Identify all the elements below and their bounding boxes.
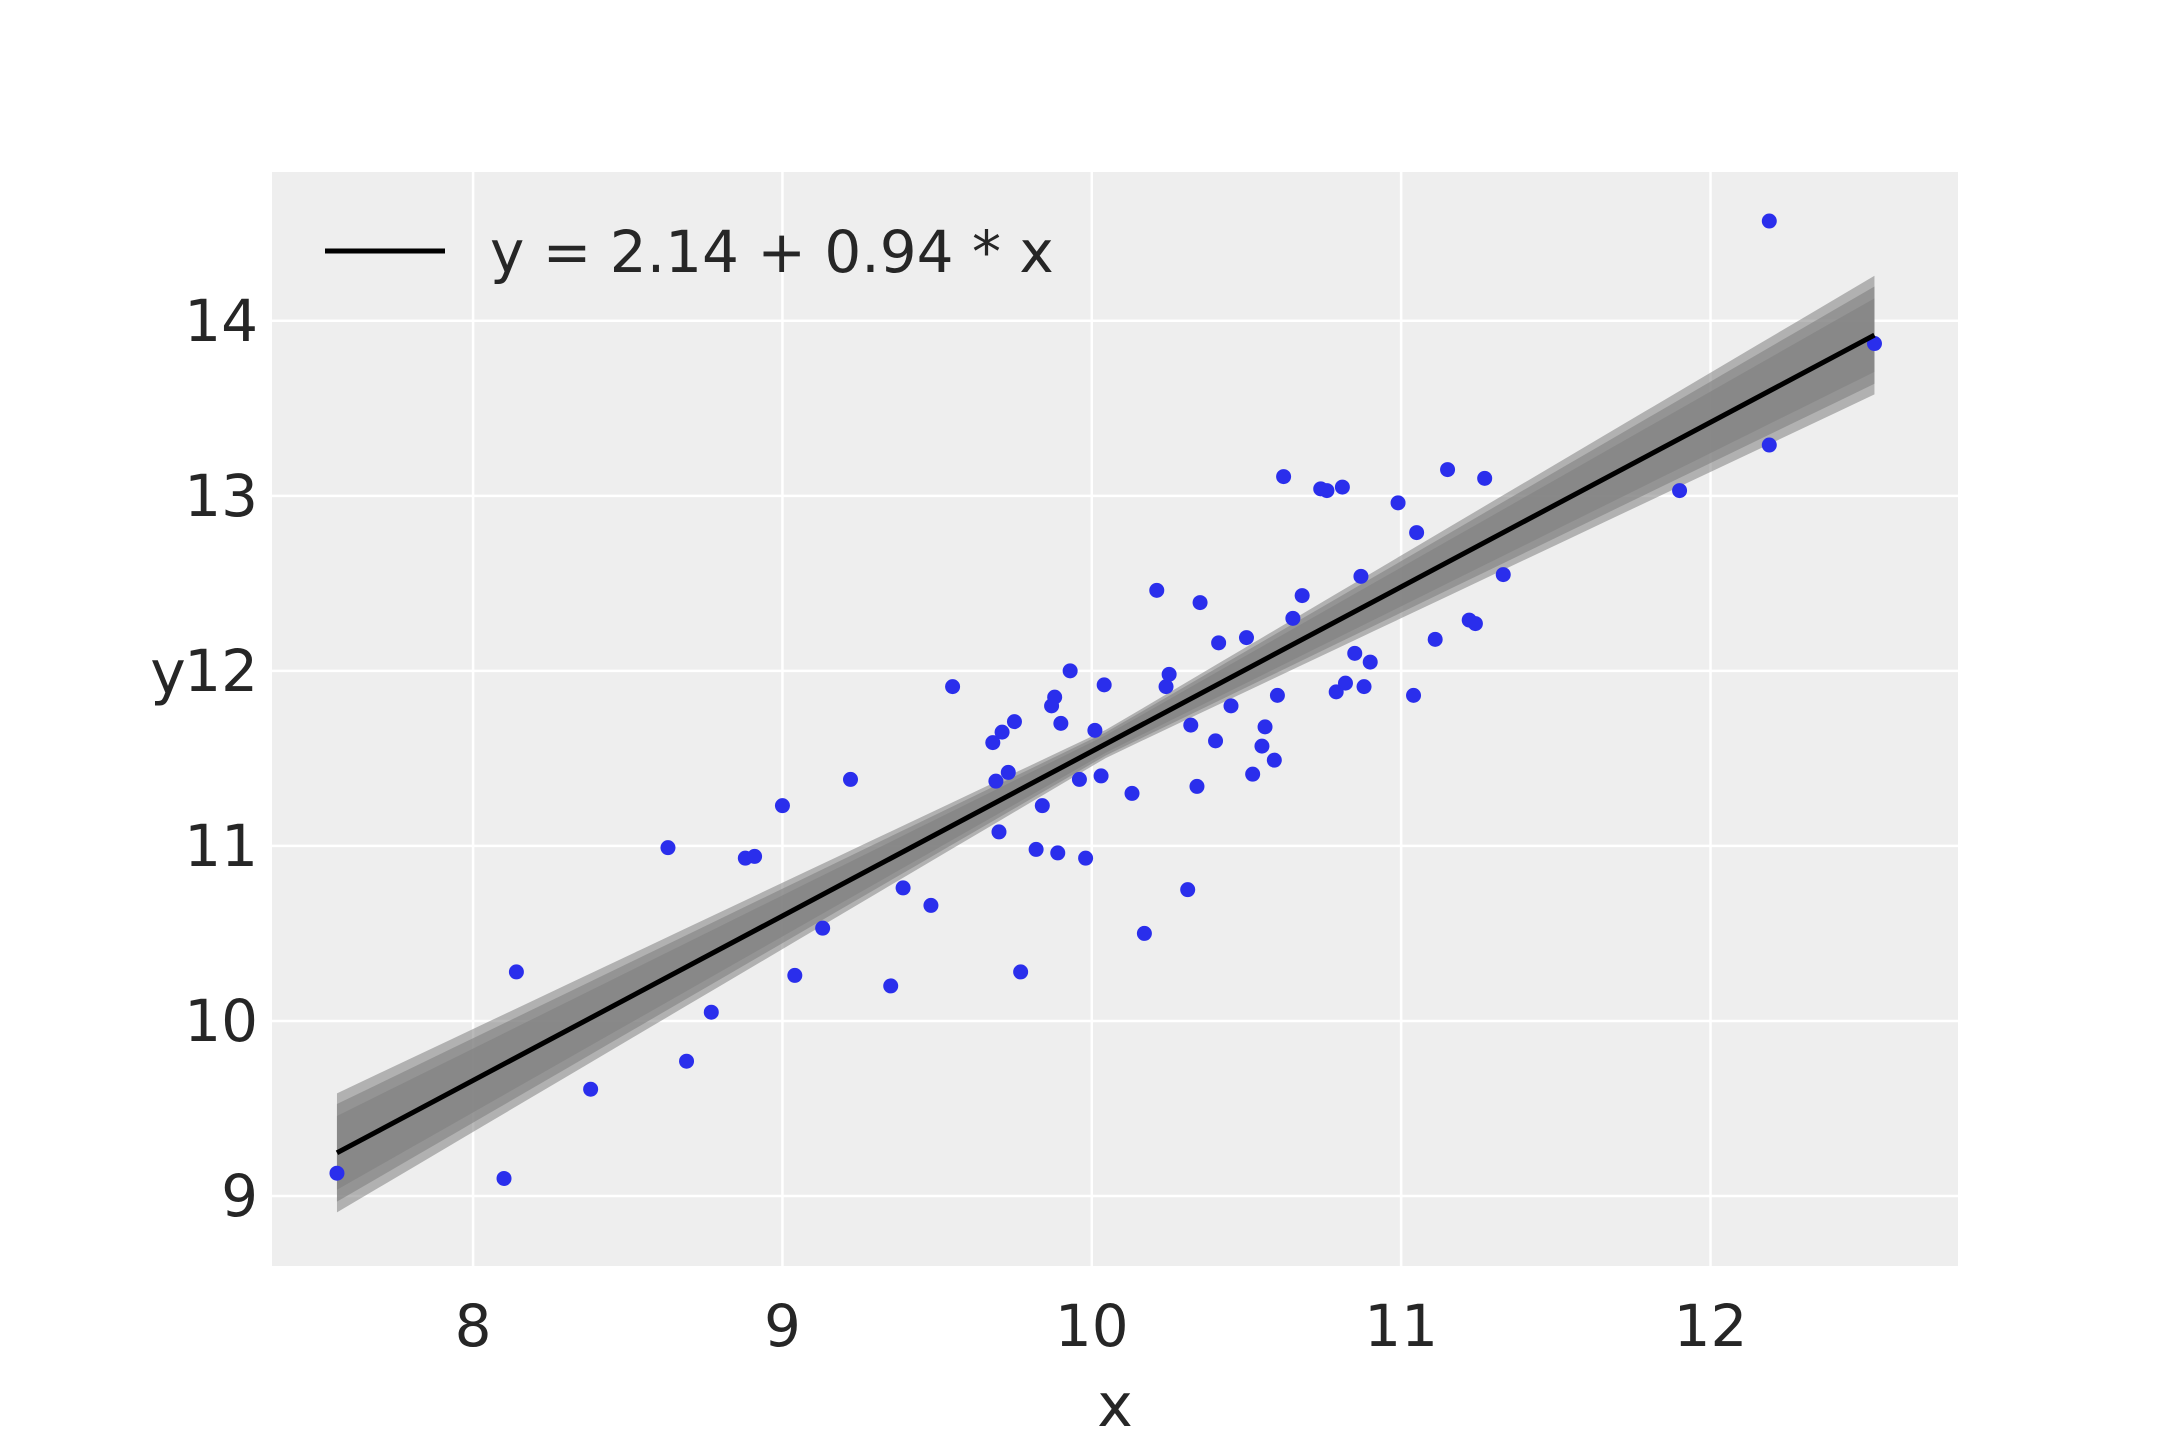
data-point xyxy=(1427,631,1443,647)
data-point xyxy=(985,735,1001,751)
data-point xyxy=(1000,764,1016,780)
data-point xyxy=(1078,850,1094,866)
data-point xyxy=(1053,715,1069,731)
data-point xyxy=(1672,483,1688,499)
data-point xyxy=(1440,462,1456,478)
data-point xyxy=(1183,717,1199,733)
data-point xyxy=(1477,470,1493,486)
data-point xyxy=(703,1004,719,1020)
data-point xyxy=(815,920,831,936)
data-point xyxy=(1347,645,1363,661)
data-point xyxy=(660,840,676,856)
plot-background xyxy=(272,172,1958,1266)
data-point xyxy=(991,824,1007,840)
data-point xyxy=(1467,616,1483,632)
data-point xyxy=(1006,714,1022,730)
data-point xyxy=(883,978,899,994)
data-point xyxy=(1406,687,1422,703)
data-point xyxy=(1337,675,1353,691)
data-point xyxy=(1034,798,1050,814)
data-point xyxy=(1158,679,1174,695)
data-point xyxy=(1276,469,1292,485)
y-tick-label: 14 xyxy=(184,287,258,355)
data-point xyxy=(583,1081,599,1097)
data-point xyxy=(1294,588,1310,604)
data-point xyxy=(1319,483,1335,499)
data-point xyxy=(508,964,524,980)
data-point xyxy=(1238,630,1254,646)
data-point xyxy=(988,773,1004,789)
data-point xyxy=(1257,719,1273,735)
data-point xyxy=(1362,654,1378,670)
data-point xyxy=(1136,925,1152,941)
y-tick-labels: 9 10 11 12 13 14 xyxy=(184,287,258,1230)
data-point xyxy=(1189,778,1205,794)
data-point xyxy=(1062,663,1078,679)
data-point xyxy=(1211,635,1227,651)
data-point xyxy=(1334,479,1350,495)
data-point xyxy=(747,848,763,864)
data-point xyxy=(1180,882,1196,898)
y-axis-label: y xyxy=(150,638,186,708)
y-tick-label: 13 xyxy=(184,462,258,530)
data-point xyxy=(1269,687,1285,703)
data-point xyxy=(1409,525,1425,541)
data-point xyxy=(1096,677,1112,693)
data-point xyxy=(496,1170,512,1186)
data-point xyxy=(1208,733,1224,749)
x-tick-label: 11 xyxy=(1364,1292,1438,1360)
data-point xyxy=(1266,752,1282,768)
x-axis-label: x xyxy=(1097,1371,1133,1440)
x-tick-label: 10 xyxy=(1055,1292,1129,1360)
y-tick-label: 10 xyxy=(184,987,258,1055)
data-point xyxy=(994,724,1010,740)
fit-line xyxy=(335,332,1876,1156)
data-point xyxy=(329,1165,345,1181)
data-point xyxy=(1013,964,1029,980)
data-point xyxy=(1390,495,1406,511)
data-point xyxy=(895,880,911,896)
data-point xyxy=(1254,738,1270,754)
y-tick-label: 12 xyxy=(184,637,258,705)
data-point xyxy=(1050,845,1066,861)
data-point xyxy=(1761,213,1777,229)
data-point xyxy=(1353,568,1369,584)
data-point xyxy=(1071,771,1087,787)
data-point xyxy=(1192,595,1208,611)
data-point xyxy=(1149,582,1165,598)
data-point xyxy=(774,798,790,814)
data-point xyxy=(842,771,858,787)
data-point xyxy=(1028,841,1044,857)
data-point xyxy=(1285,610,1301,626)
scatter-points xyxy=(329,213,1882,1186)
data-point xyxy=(945,679,961,695)
data-point xyxy=(1047,689,1063,705)
x-tick-label: 8 xyxy=(455,1292,492,1360)
data-point xyxy=(1495,567,1511,583)
data-point xyxy=(1223,698,1239,714)
data-point xyxy=(787,967,803,983)
data-point xyxy=(1356,679,1372,695)
data-point xyxy=(679,1053,695,1069)
data-point xyxy=(1245,766,1261,782)
data-point xyxy=(1093,768,1109,784)
data-point xyxy=(1124,785,1140,801)
x-tick-label: 9 xyxy=(764,1292,801,1360)
x-tick-labels: 8 9 10 11 12 xyxy=(455,1292,1748,1360)
data-point xyxy=(923,897,939,913)
y-tick-label: 11 xyxy=(184,812,258,880)
legend-entry-fit: y = 2.14 + 0.94 * x xyxy=(490,218,1054,286)
x-tick-label: 12 xyxy=(1674,1292,1748,1360)
data-point xyxy=(1161,666,1177,682)
legend: y = 2.14 + 0.94 * x xyxy=(325,218,1054,286)
data-point xyxy=(1087,722,1103,738)
y-tick-label: 9 xyxy=(221,1162,258,1230)
data-point xyxy=(1761,437,1777,453)
